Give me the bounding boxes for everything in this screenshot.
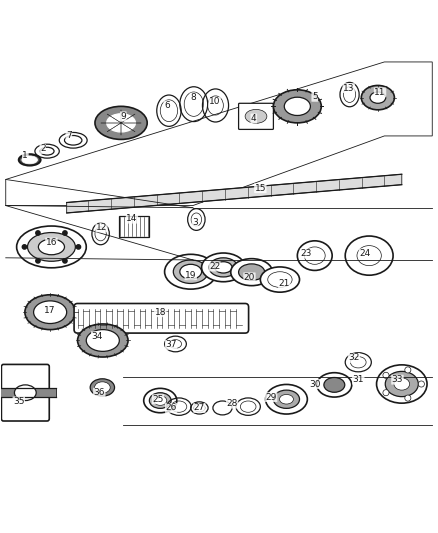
Text: 9: 9 [120,112,126,121]
Text: 20: 20 [244,273,255,282]
Text: 25: 25 [152,395,164,403]
Circle shape [383,372,389,378]
Ellipse shape [144,389,177,413]
Text: 13: 13 [343,84,354,93]
Text: 21: 21 [279,279,290,288]
Text: 36: 36 [94,388,105,397]
Circle shape [405,367,411,373]
Ellipse shape [90,379,115,396]
Ellipse shape [78,324,128,357]
Ellipse shape [95,107,147,140]
Ellipse shape [361,85,394,110]
Ellipse shape [86,329,119,351]
Ellipse shape [34,301,67,324]
Text: 7: 7 [66,132,72,140]
Ellipse shape [14,385,36,400]
Polygon shape [67,174,402,213]
Ellipse shape [239,264,265,280]
Ellipse shape [260,267,300,292]
Ellipse shape [165,254,217,289]
Text: 14: 14 [126,214,138,223]
Ellipse shape [394,378,410,390]
Ellipse shape [154,396,167,405]
Ellipse shape [377,365,427,403]
Ellipse shape [209,258,238,277]
Ellipse shape [28,232,75,261]
Circle shape [22,245,27,249]
Ellipse shape [279,394,293,404]
Ellipse shape [273,390,300,408]
Ellipse shape [297,241,332,270]
Text: 15: 15 [254,184,266,192]
Text: 30: 30 [309,379,321,389]
Text: 29: 29 [265,393,277,401]
Circle shape [63,259,67,263]
Text: 23: 23 [300,249,312,258]
Text: 27: 27 [194,403,205,413]
Text: 18: 18 [155,308,166,317]
Text: 6: 6 [164,101,170,110]
Ellipse shape [370,92,386,103]
Ellipse shape [39,239,64,255]
FancyBboxPatch shape [239,103,273,130]
Text: 1: 1 [22,151,28,160]
Ellipse shape [173,260,208,284]
Text: 35: 35 [13,397,25,406]
Text: 19: 19 [185,271,197,280]
Ellipse shape [180,264,201,279]
Ellipse shape [231,259,272,286]
Text: 22: 22 [209,262,220,271]
Ellipse shape [215,262,232,273]
Circle shape [63,231,67,235]
Text: 2: 2 [40,144,46,154]
Text: 32: 32 [348,353,360,362]
Ellipse shape [107,114,135,132]
Text: 28: 28 [226,399,238,408]
Text: 5: 5 [312,92,318,101]
FancyBboxPatch shape [1,365,49,421]
Ellipse shape [19,154,41,166]
Text: 12: 12 [96,223,107,232]
Bar [119,215,149,237]
Ellipse shape [22,156,38,164]
Ellipse shape [201,253,245,282]
Text: 24: 24 [359,249,371,258]
Text: 33: 33 [392,375,403,384]
Circle shape [405,395,411,401]
Text: 16: 16 [46,238,57,247]
Circle shape [36,231,40,235]
Text: 31: 31 [353,375,364,384]
Ellipse shape [284,97,311,116]
Ellipse shape [324,377,345,392]
Text: 3: 3 [192,219,198,228]
Ellipse shape [265,384,307,414]
Polygon shape [0,389,56,397]
Circle shape [383,390,389,396]
Ellipse shape [17,226,86,268]
Ellipse shape [273,90,321,123]
Ellipse shape [25,295,75,329]
Ellipse shape [385,372,418,397]
Circle shape [36,259,40,263]
Text: 26: 26 [166,403,177,413]
Text: 37: 37 [166,341,177,349]
Circle shape [76,245,81,249]
Ellipse shape [317,373,352,397]
Ellipse shape [149,393,171,408]
Text: 11: 11 [374,88,386,97]
Text: 4: 4 [251,114,257,123]
Circle shape [418,381,424,387]
Text: 34: 34 [92,332,103,341]
Text: 8: 8 [190,93,196,102]
Text: 10: 10 [209,98,220,107]
Ellipse shape [245,109,267,123]
Ellipse shape [95,382,110,393]
Text: 17: 17 [43,305,55,314]
FancyBboxPatch shape [74,303,249,333]
Ellipse shape [345,236,393,275]
